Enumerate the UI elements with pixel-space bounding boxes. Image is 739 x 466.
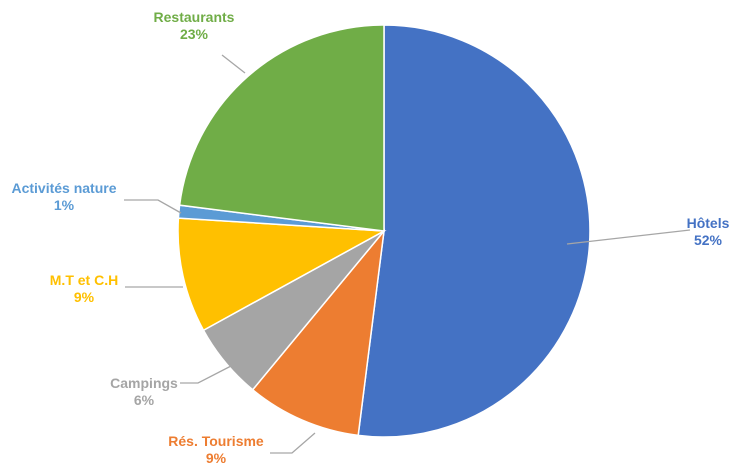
- slices-layer: [177, 24, 591, 438]
- data-label-m-t-et-c-h: M.T et C.H 9%: [50, 272, 118, 305]
- data-label-value: 23%: [180, 26, 209, 42]
- data-label-category: Campings: [110, 375, 178, 391]
- data-label-value: 6%: [134, 392, 155, 408]
- data-label-value: 9%: [206, 450, 227, 466]
- pie-slice-res-tourisme: [251, 228, 386, 437]
- data-label-restaurants: Restaurants 23%: [154, 9, 235, 42]
- data-label-category: Hôtels: [687, 215, 730, 231]
- data-label-hotels: Hôtels 52%: [687, 215, 730, 248]
- data-label-category: Restaurants: [154, 9, 235, 25]
- data-label-activites-nature: Activités nature 1%: [11, 180, 116, 213]
- data-label-category: Activités nature: [11, 180, 116, 196]
- leader-line-res-tourisme: [270, 432, 316, 454]
- data-labels-layer: Hôtels 52%Rés. Tourisme 9%Campings 6%M.T et…: [11, 9, 729, 466]
- data-label-value: 1%: [54, 197, 75, 213]
- pie-slice-restaurants: [178, 24, 385, 232]
- data-label-value: 9%: [74, 289, 95, 305]
- leader-line-campings: [180, 365, 232, 384]
- leader-line-restaurants: [221, 54, 246, 74]
- leader-lines-layer: [124, 54, 691, 454]
- pie-slice-m-t-et-c-h: [177, 217, 387, 332]
- pie-slice-hotels: [357, 24, 591, 438]
- data-label-value: 52%: [694, 232, 723, 248]
- leader-line-hotels: [566, 229, 691, 245]
- leader-line-activites-nature: [124, 199, 182, 214]
- data-label-res-tourisme: Rés. Tourisme 9%: [168, 433, 264, 466]
- data-label-campings: Campings 6%: [110, 375, 178, 408]
- data-label-category: Rés. Tourisme: [168, 433, 264, 449]
- data-label-category: M.T et C.H: [50, 272, 118, 288]
